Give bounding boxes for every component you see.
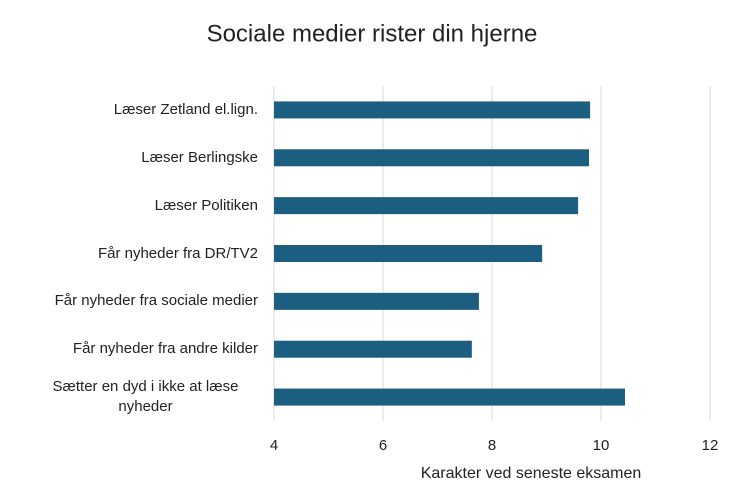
y-tick-label: Læser Berlingske — [141, 148, 258, 166]
y-tick-label: Læser Zetland el.lign. — [113, 100, 258, 118]
y-tick-label-box: Læser Berlingske — [18, 148, 258, 168]
bar — [274, 149, 590, 167]
x-tick-label: 6 — [379, 437, 387, 454]
bar — [274, 388, 625, 406]
y-tick-label-box: Læser Politiken — [18, 196, 258, 216]
bar — [274, 101, 591, 119]
chart-title: Sociale medier rister din hjerne — [207, 20, 538, 47]
y-tick-label-box: Får nyheder fra DR/TV2 — [18, 244, 258, 264]
x-tick-label: 4 — [270, 437, 278, 454]
x-tick-label: 12 — [702, 437, 719, 454]
bar — [274, 197, 579, 215]
y-tick-label: Sætter en dyd i ikke at læse nyheder — [52, 378, 239, 416]
y-tick-label: Får nyheder fra DR/TV2 — [97, 244, 258, 262]
y-tick-label: Får nyheder fra andre kilder — [72, 340, 258, 358]
x-axis-title: Karakter ved seneste eksamen — [421, 465, 642, 482]
bar — [274, 292, 479, 310]
y-tick-label-box: Sætter en dyd i ikke at læse nyheder — [18, 377, 258, 417]
y-tick-label-box: Læser Zetland el.lign. — [18, 100, 258, 120]
bar — [274, 245, 543, 262]
bar — [274, 340, 472, 358]
x-tick-label: 10 — [593, 437, 610, 454]
y-tick-label-box: Får nyheder fra sociale medier — [18, 291, 258, 311]
y-tick-label: Læser Politiken — [154, 196, 258, 214]
y-tick-label: Får nyheder fra sociale medier — [54, 292, 258, 310]
y-tick-label-box: Får nyheder fra andre kilder — [18, 339, 258, 359]
x-tick-label: 8 — [488, 437, 496, 454]
